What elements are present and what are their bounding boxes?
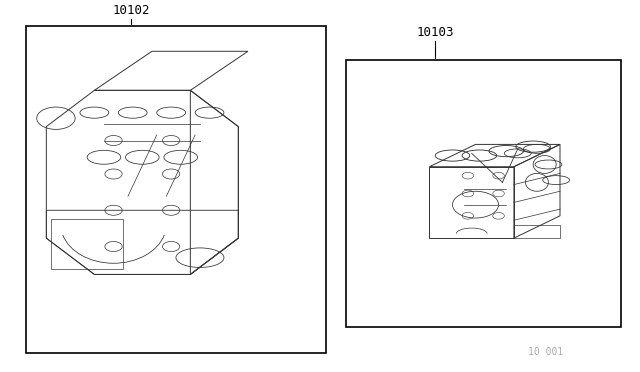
Bar bbox=[51, 219, 123, 269]
Bar bbox=[514, 225, 560, 238]
Text: 10 001: 10 001 bbox=[528, 347, 563, 357]
Bar bbox=[346, 60, 621, 327]
Text: 10103: 10103 bbox=[417, 26, 454, 39]
Bar bbox=[26, 26, 326, 353]
Text: 10102: 10102 bbox=[113, 4, 150, 17]
